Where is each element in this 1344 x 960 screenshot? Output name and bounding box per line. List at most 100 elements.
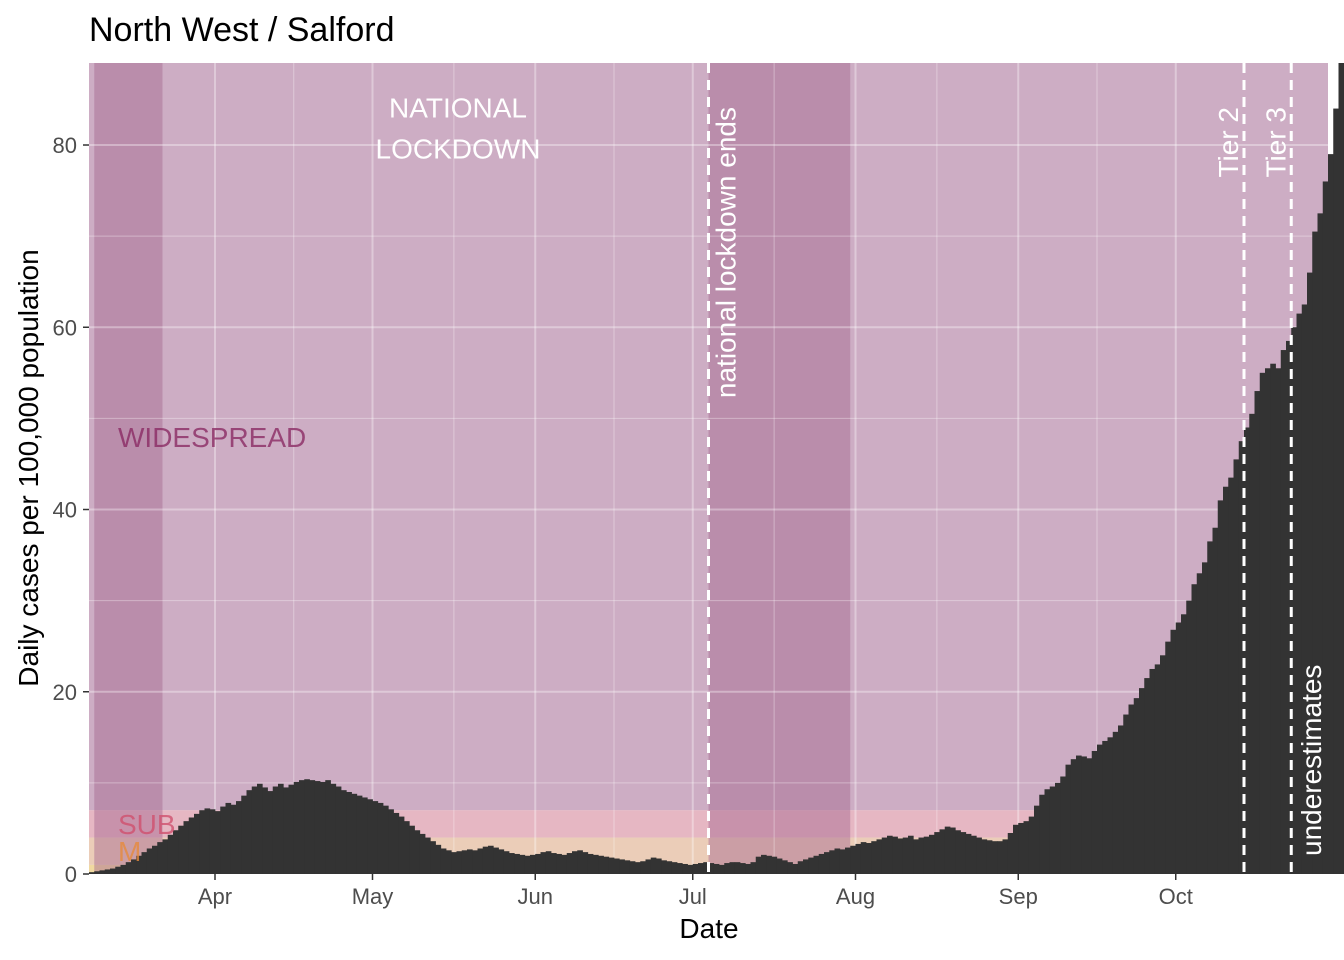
bar [272, 786, 279, 874]
bar [246, 790, 253, 874]
bar [220, 806, 226, 874]
bar [1265, 368, 1271, 874]
bar [535, 853, 541, 874]
bar [960, 832, 967, 874]
bar [577, 850, 583, 874]
bar [787, 862, 793, 874]
bar [519, 854, 526, 874]
bar [1228, 477, 1234, 874]
x-axis-title: Date [679, 913, 738, 944]
bar [530, 854, 536, 874]
bar [1328, 154, 1334, 874]
bar [976, 837, 982, 874]
bar [766, 855, 772, 874]
bar [199, 810, 205, 874]
bar [955, 830, 961, 874]
bar [435, 844, 442, 874]
bar [598, 855, 604, 874]
x-axis: Apr May Jun Jul Aug Sep Oct [198, 874, 1193, 909]
event-label-2: Tier 3 [1260, 107, 1291, 178]
bar [262, 787, 268, 874]
bar [188, 817, 195, 874]
bar [388, 809, 394, 874]
bar [241, 795, 247, 874]
bar [729, 862, 736, 874]
bar [876, 839, 883, 874]
y-tick-label-4: 80 [53, 133, 77, 158]
bar [682, 863, 688, 874]
bar [750, 862, 757, 874]
bar [209, 809, 216, 874]
bar [1244, 427, 1250, 874]
bar [808, 857, 814, 874]
bar [131, 859, 137, 874]
bar [671, 862, 678, 874]
bar [1128, 704, 1135, 874]
bar [944, 826, 951, 874]
bar [377, 802, 384, 874]
bar [314, 781, 321, 874]
bar [1333, 108, 1339, 875]
bar [288, 784, 295, 874]
bar [703, 862, 709, 874]
bar [902, 837, 909, 874]
bar [1034, 805, 1040, 874]
chart-title: North West / Salford [89, 11, 395, 49]
bar [472, 850, 478, 874]
bar [293, 781, 300, 874]
x-tick-label-0: Apr [198, 884, 232, 909]
bar [1170, 629, 1177, 874]
bar [582, 852, 589, 874]
bar [850, 845, 856, 874]
x-tick-label-4: Aug [836, 884, 875, 909]
bar [1165, 641, 1171, 874]
bar [745, 863, 751, 874]
bar [860, 842, 867, 874]
bar [1139, 688, 1145, 874]
bar [503, 851, 510, 874]
bar [913, 839, 919, 874]
bar [629, 861, 636, 874]
bar [1018, 822, 1024, 874]
bar [183, 821, 190, 874]
bar [125, 862, 132, 874]
bar [1023, 821, 1030, 874]
bar [1039, 794, 1045, 874]
bar [251, 786, 258, 874]
bar [797, 861, 804, 874]
bar [719, 864, 725, 874]
bar [818, 853, 825, 874]
shaded-period-0 [94, 63, 163, 874]
bar [194, 813, 200, 874]
bar [446, 850, 452, 874]
bar [824, 852, 830, 874]
bar [1118, 725, 1124, 874]
bar [1175, 622, 1182, 874]
bar [887, 835, 893, 874]
bar [1238, 441, 1245, 874]
bar [776, 858, 783, 874]
bar [545, 851, 552, 874]
bar [1055, 782, 1061, 874]
bar [734, 862, 741, 874]
bar [136, 855, 142, 874]
bar [986, 840, 993, 874]
bar [635, 862, 641, 874]
bar [829, 850, 835, 874]
bar [267, 791, 274, 874]
bar [309, 780, 316, 874]
bar [167, 834, 174, 874]
bar [498, 849, 505, 874]
bar [467, 849, 473, 874]
bar [572, 851, 578, 874]
bar [1338, 63, 1344, 874]
bar [372, 801, 379, 874]
bar [677, 863, 683, 874]
bar [1102, 740, 1108, 874]
bar [923, 836, 930, 874]
bar [404, 821, 410, 874]
bar [1296, 313, 1303, 875]
bar [477, 848, 484, 874]
